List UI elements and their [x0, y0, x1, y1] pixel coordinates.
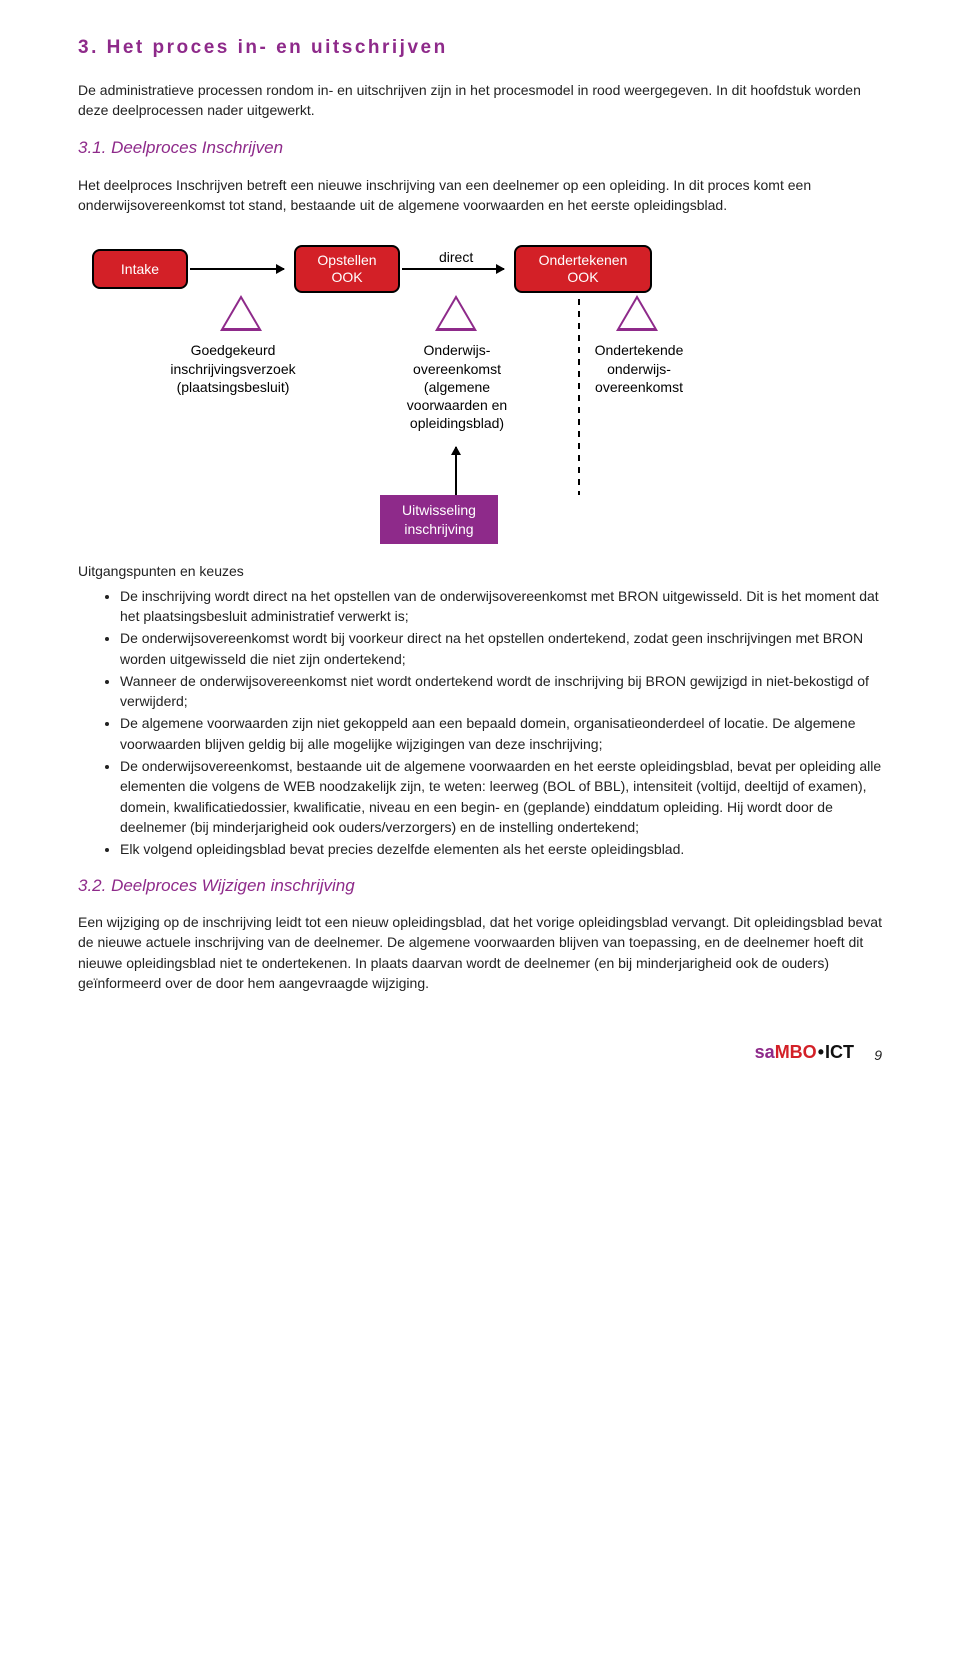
document-marker-icon — [439, 299, 473, 328]
logo-part-mbo: MBO — [775, 1042, 817, 1062]
arrow-intake-to-opstellen — [190, 268, 284, 270]
page-number: 9 — [874, 1045, 882, 1065]
section-3-1-text: Het deelproces Inschrijven betreft een n… — [78, 175, 882, 216]
list-item: De onderwijsovereenkomst wordt bij voork… — [120, 628, 882, 669]
document-marker-icon — [620, 299, 654, 328]
bullets-intro: Uitgangspunten en keuzes — [78, 561, 882, 581]
logo-part-sa: sa — [755, 1042, 775, 1062]
document-label-onderwijsovereenkomst: Onderwijs- overeenkomst (algemene voorwa… — [380, 341, 534, 432]
process-intake: Intake — [92, 249, 188, 289]
document-label-goedgekeurd: Goedgekeurd inschrijvingsverzoek (plaats… — [140, 341, 326, 396]
page-footer: saMBO•ICT 9 — [78, 1037, 882, 1065]
list-item: De onderwijsovereenkomst, bestaande uit … — [120, 756, 882, 837]
logo-part-dash: • — [817, 1042, 825, 1062]
section-3-2-heading: 3.2. Deelproces Wijzigen inschrijving — [78, 874, 882, 899]
list-item: Elk volgend opleidingsblad bevat precies… — [120, 839, 882, 859]
process-ondertekenen-ook: Ondertekenen OOK — [514, 245, 652, 293]
bullets-list: De inschrijving wordt direct na het opst… — [78, 586, 882, 860]
process-opstellen-ook: Opstellen OOK — [294, 245, 400, 293]
logo-part-ict: ICT — [825, 1042, 854, 1062]
list-item: Wanneer de onderwijsovereenkomst niet wo… — [120, 671, 882, 712]
intro-paragraph: De administratieve processen rondom in- … — [78, 80, 882, 121]
page-heading: 3. Het proces in- en uitschrijven — [78, 34, 882, 62]
section-3-2-text: Een wijziging op de inschrijving leidt t… — [78, 912, 882, 993]
document-label-ondertekende: Ondertekende onderwijs- overeenkomst — [578, 341, 700, 396]
logo: saMBO•ICT — [755, 1039, 854, 1065]
process-diagram: Intake Opstellen OOK Ondertekenen OOK di… — [78, 237, 868, 547]
document-marker-icon — [224, 299, 258, 328]
connector-doc2-to-exchange — [455, 447, 457, 495]
section-3-1-heading: 3.1. Deelproces Inschrijven — [78, 136, 882, 161]
exchange-box: Uitwisseling inschrijving — [380, 495, 498, 543]
list-item: De inschrijving wordt direct na het opst… — [120, 586, 882, 627]
arrow-opstellen-to-ondertekenen — [402, 268, 504, 270]
list-item: De algemene voorwaarden zijn niet gekopp… — [120, 713, 882, 754]
edge-label-direct: direct — [437, 247, 475, 267]
connector-ondertekenen-to-exchange-dashed — [578, 299, 580, 495]
